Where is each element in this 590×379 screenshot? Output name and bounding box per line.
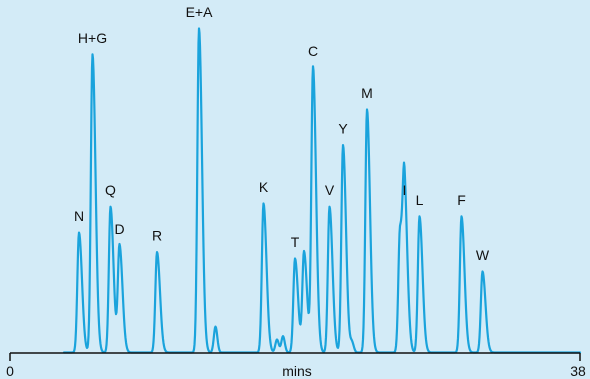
peak-label: F (457, 192, 466, 208)
peak-label: W (476, 247, 490, 263)
x-axis-label: mins (282, 363, 312, 379)
peak-label: M (361, 85, 373, 101)
peak-label: R (152, 228, 162, 244)
peak-label: K (259, 179, 269, 195)
x-tick-label-end: 38 (570, 363, 586, 379)
peak-label: E+A (186, 4, 214, 20)
peak-label: C (308, 43, 318, 59)
chromatogram-trace (62, 27, 582, 354)
peak-label: N (74, 208, 84, 224)
peak-label: Y (338, 121, 348, 137)
peak-labels: N H+G Q D R E+A K T C V Y M IL F W (74, 4, 490, 263)
peak-label: I (403, 182, 407, 198)
peak-label: H+G (78, 30, 107, 46)
peak-label: L (416, 192, 424, 208)
peak-label: V (325, 182, 335, 198)
peak-label: D (114, 221, 124, 237)
peak-label: Q (105, 182, 116, 198)
x-tick-label-start: 0 (6, 363, 14, 379)
peak-label: T (291, 234, 300, 250)
